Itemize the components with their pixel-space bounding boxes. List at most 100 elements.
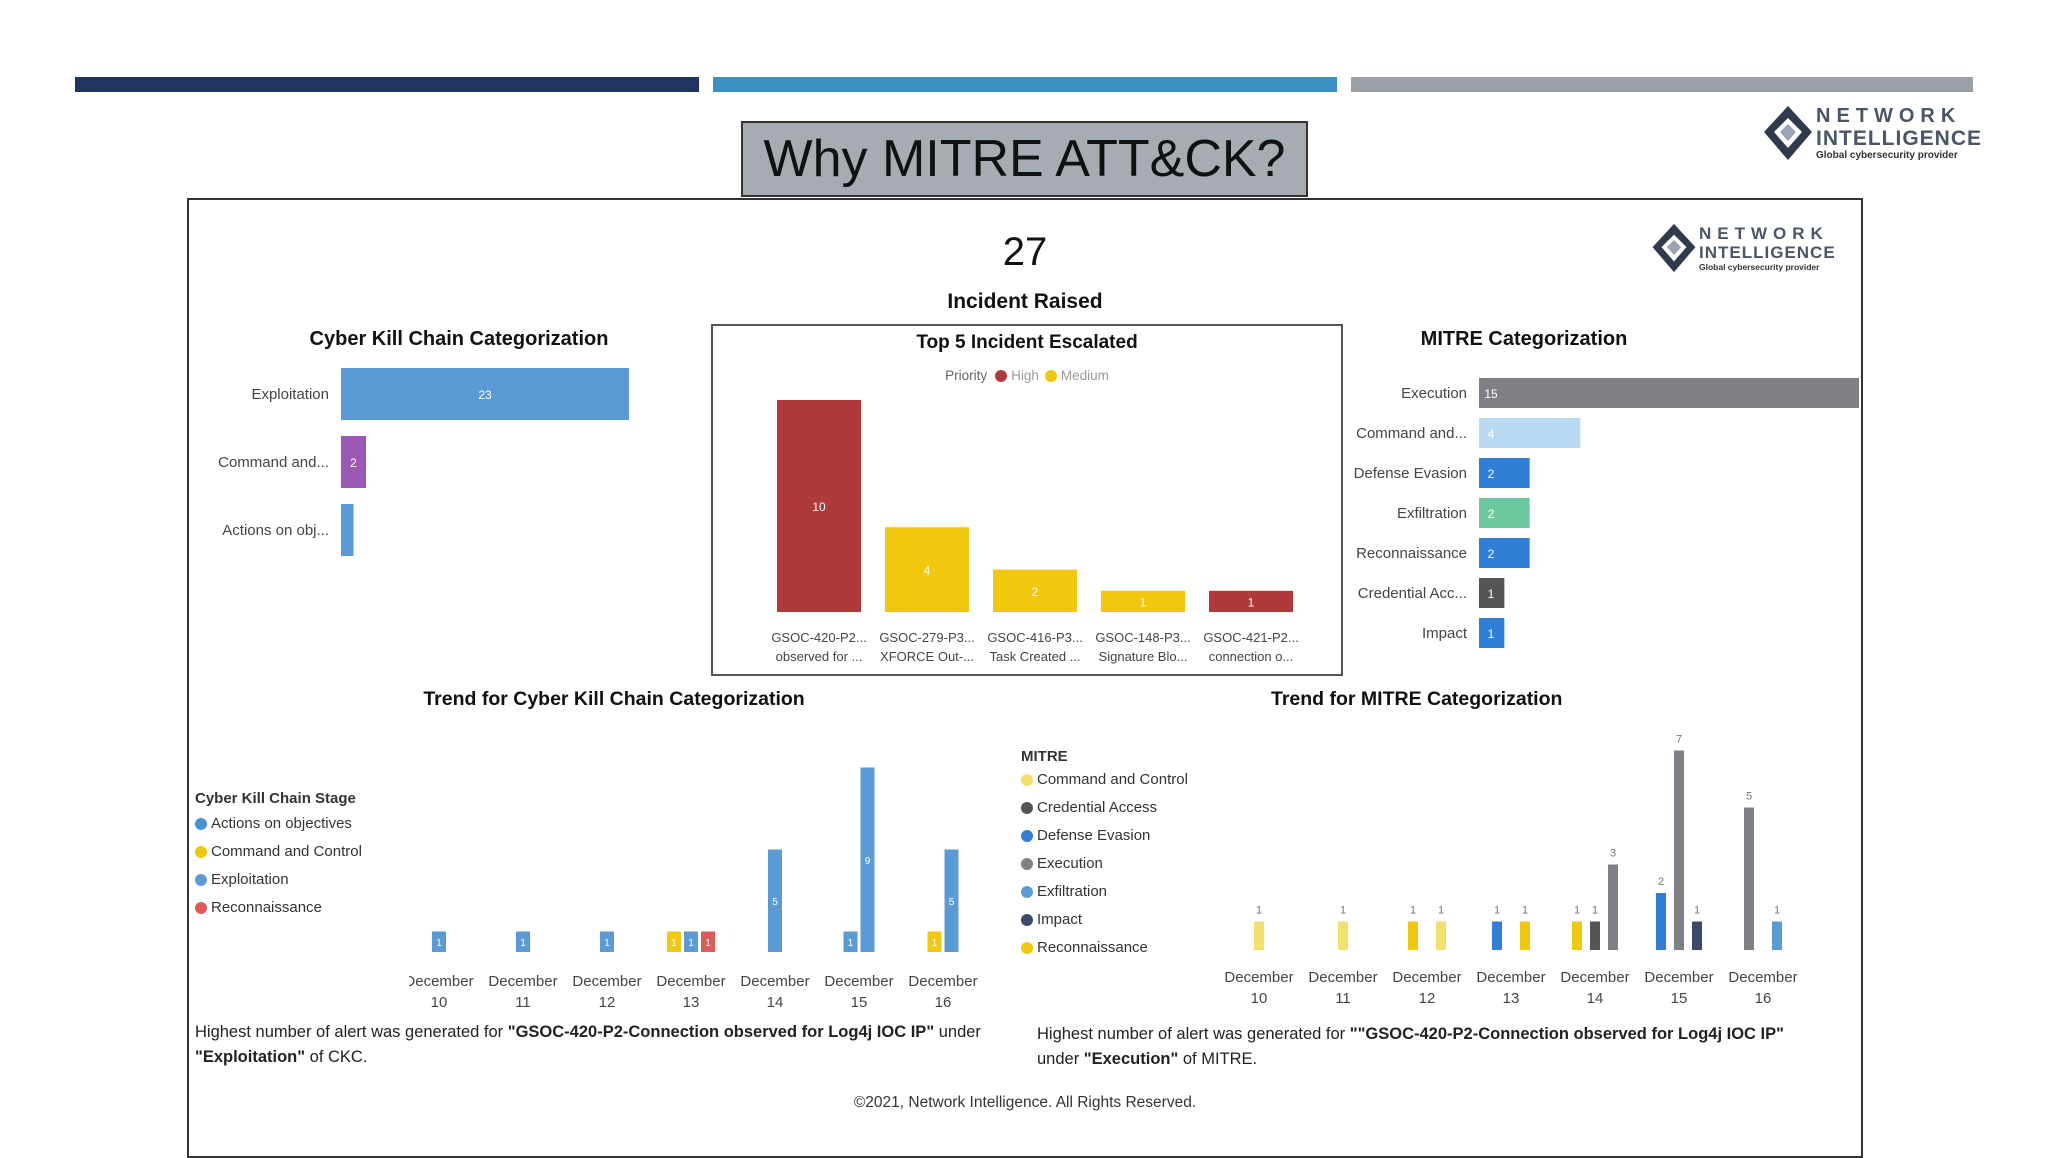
mitre-data-label: 1 bbox=[1488, 627, 1495, 641]
ckc-trend-bar bbox=[843, 931, 858, 952]
legend-item: Impact bbox=[1021, 911, 1188, 928]
legend-label: Command and Control bbox=[211, 843, 362, 860]
kpi-label: Incident Raised bbox=[947, 290, 1103, 313]
ckc-trend-axis-label: 16 bbox=[935, 994, 952, 1010]
mitre-bar bbox=[1479, 618, 1505, 648]
legend-item: Execution bbox=[1021, 855, 1188, 872]
ckc-trend-axis-label: 10 bbox=[431, 994, 448, 1010]
top5-category-label: Task Created ... bbox=[989, 649, 1080, 664]
mitre-trend-bar bbox=[1656, 893, 1666, 950]
ckc-trend-data-label: 1 bbox=[520, 938, 526, 949]
legend-dot bbox=[195, 845, 207, 858]
mitre-trend-data-label: 1 bbox=[1494, 905, 1500, 917]
mitre-bar bbox=[1479, 538, 1530, 568]
mitre-trend-title: Trend for MITRE Categorization bbox=[1271, 688, 1563, 710]
ckc-trend-axis-label: 13 bbox=[683, 994, 700, 1010]
ckc-trend-data-label: 1 bbox=[604, 938, 610, 949]
legend-label: Reconnaissance bbox=[1037, 939, 1148, 956]
legend-label: Execution bbox=[1037, 855, 1103, 872]
ckc-trend-bar bbox=[927, 931, 942, 952]
top5-bar bbox=[993, 569, 1077, 612]
mitre-trend-data-label: 1 bbox=[1574, 905, 1580, 917]
mitre-note-middle: under bbox=[1037, 1050, 1084, 1068]
top5-data-label: 1 bbox=[1140, 595, 1147, 609]
ckc-data-label: 2 bbox=[350, 456, 357, 470]
legend-item: Reconnaissance bbox=[1021, 939, 1188, 956]
mitre-trend-bar bbox=[1692, 921, 1702, 950]
mitre-trend-axis-label: December bbox=[1308, 969, 1377, 986]
mitre-trend-bar bbox=[1744, 807, 1754, 950]
legend-label: Actions on objectives bbox=[211, 815, 352, 832]
legend-dot-high bbox=[995, 369, 1008, 382]
top5-legend-title: Priority bbox=[945, 368, 988, 383]
mitre-trend-data-label: 5 bbox=[1746, 791, 1752, 803]
logo-line3: Global cybersecurity provider bbox=[1816, 149, 1958, 161]
ckc-trend-data-label: 1 bbox=[436, 938, 442, 949]
mitre-trend-data-label: 1 bbox=[1410, 905, 1416, 917]
legend-item: Defense Evasion bbox=[1021, 827, 1188, 844]
top5-data-label: 2 bbox=[1032, 585, 1039, 599]
legend-item: Exploitation bbox=[195, 871, 362, 888]
legend-label: Exfiltration bbox=[1037, 883, 1108, 900]
ckc-trend-axis-label: December bbox=[656, 973, 725, 990]
mitre-note-suffix: of MITRE. bbox=[1178, 1050, 1258, 1068]
mitre-trend-bar bbox=[1772, 921, 1782, 950]
ckc-trend-axis-label: December bbox=[824, 973, 893, 990]
mitre-data-label: 2 bbox=[1488, 467, 1495, 481]
ckc-category-label: Actions on obj... bbox=[222, 522, 329, 539]
dashboard-logo: NETWORK INTELLIGENCE Global cybersecurit… bbox=[1649, 220, 1836, 276]
logo-line3: Global cybersecurity provider bbox=[1699, 261, 1820, 272]
mitre-trend-axis-label: 10 bbox=[1251, 990, 1268, 1007]
ckc-trend-bar bbox=[768, 849, 782, 952]
legend-item: Actions on objectives bbox=[195, 815, 362, 832]
ckc-title: Cyber Kill Chain Categorization bbox=[309, 328, 609, 350]
ckc-note: Highest number of alert was generated fo… bbox=[195, 1020, 1015, 1070]
ckc-trend-axis-label: 11 bbox=[515, 994, 531, 1010]
ckc-trend-axis-label: December bbox=[908, 973, 977, 990]
ckc-trend-data-label: 1 bbox=[671, 938, 677, 949]
legend-dot bbox=[1021, 829, 1033, 842]
top5-data-label: 10 bbox=[812, 500, 826, 514]
ckc-trend-axis-label: December bbox=[740, 973, 809, 990]
slide-logo: NETWORK INTELLIGENCE Global cybersecurit… bbox=[1760, 102, 1982, 164]
legend-dot bbox=[1021, 885, 1033, 898]
top5-data-label: 4 bbox=[924, 564, 931, 578]
ckc-trend-data-label: 1 bbox=[705, 938, 711, 949]
mitre-trend-data-label: 1 bbox=[1340, 905, 1346, 917]
mitre-note-incident: ""GSOC-420-P2-Connection observed for Lo… bbox=[1349, 1025, 1784, 1043]
mitre-trend-data-label: 1 bbox=[1438, 905, 1444, 917]
ckc-trend-bar bbox=[944, 849, 959, 952]
top5-title: Top 5 Incident Escalated bbox=[916, 332, 1138, 353]
mitre-trend-bar bbox=[1520, 921, 1530, 950]
top5-bar-chart: 10 GSOC-420-P2... observed for ... 4 GSOC-27… bbox=[771, 400, 1299, 664]
legend-label: Defense Evasion bbox=[1037, 827, 1151, 844]
mitre-category-label: Command and... bbox=[1356, 425, 1467, 442]
ckc-bar-chart: Exploitation 23 Command and... 2 Actions on … bbox=[218, 368, 629, 556]
legend-label: Reconnaissance bbox=[211, 899, 322, 916]
top5-bar bbox=[1209, 590, 1293, 612]
kpi-value: 27 bbox=[1002, 230, 1048, 274]
ckc-trend-data-label: 5 bbox=[949, 897, 955, 908]
mitre-trend-axis-label: December bbox=[1476, 969, 1545, 986]
top5-category-label: XFORCE Out-... bbox=[880, 649, 974, 664]
legend-dot bbox=[195, 901, 207, 914]
legend-dot-medium bbox=[1044, 369, 1057, 382]
diamond-logo-icon bbox=[1652, 223, 1696, 273]
mitre-bar bbox=[1479, 378, 1859, 408]
ckc-trend-bar bbox=[701, 931, 715, 952]
top5-legend: Priority High Medium bbox=[713, 368, 1341, 383]
legend-item: Command and Control bbox=[195, 843, 362, 860]
mitre-category-label: Exfiltration bbox=[1397, 505, 1467, 522]
ckc-trend-axis-label: December bbox=[409, 973, 474, 990]
mitre-trend-data-label: 2 bbox=[1658, 876, 1664, 888]
top5-category-label: connection o... bbox=[1209, 649, 1294, 664]
top5-category-label: GSOC-420-P2... bbox=[771, 630, 866, 645]
ckc-trend-bar bbox=[600, 931, 614, 952]
legend-dot bbox=[195, 873, 207, 886]
mitre-trend-data-label: 3 bbox=[1610, 848, 1616, 860]
legend-label: Command and Control bbox=[1037, 771, 1188, 788]
legend-dot bbox=[1021, 913, 1033, 926]
logo-line2: INTELLIGENCE bbox=[1699, 242, 1836, 262]
mitre-trend-data-label: 1 bbox=[1694, 905, 1700, 917]
